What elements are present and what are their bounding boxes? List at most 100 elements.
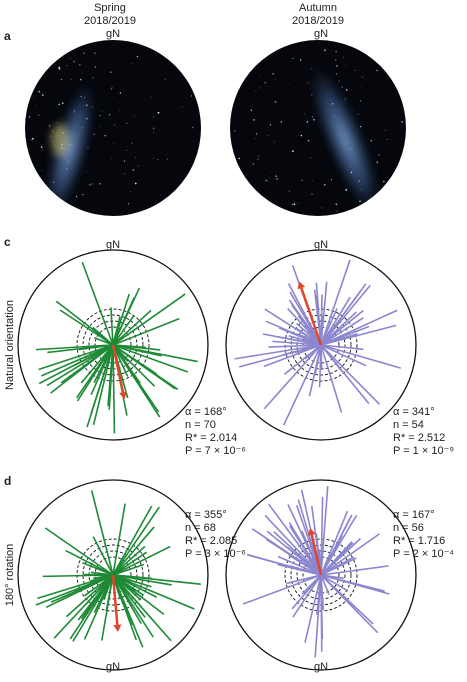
star bbox=[355, 70, 356, 71]
star bbox=[304, 114, 305, 115]
star bbox=[61, 144, 62, 145]
stat-n-label: n = 56 bbox=[393, 522, 424, 534]
star bbox=[359, 200, 361, 202]
star bbox=[255, 90, 257, 92]
star bbox=[38, 91, 40, 93]
star bbox=[111, 88, 112, 89]
star bbox=[69, 144, 70, 145]
star bbox=[61, 79, 62, 80]
panel-letter: d bbox=[4, 474, 11, 488]
star bbox=[302, 180, 303, 181]
star bbox=[80, 134, 81, 135]
star bbox=[164, 79, 166, 81]
star bbox=[342, 86, 343, 87]
star bbox=[82, 127, 83, 128]
star bbox=[135, 183, 137, 185]
bearing-line bbox=[321, 539, 360, 575]
star bbox=[376, 70, 377, 71]
mean-vector-head bbox=[113, 625, 121, 632]
star bbox=[86, 118, 88, 120]
star bbox=[113, 96, 114, 97]
star bbox=[264, 82, 266, 84]
column-years: 2018/2019 bbox=[292, 15, 344, 27]
bearing-line bbox=[113, 345, 114, 433]
star bbox=[291, 62, 292, 63]
star bbox=[311, 94, 312, 95]
star bbox=[66, 168, 67, 169]
star bbox=[92, 183, 94, 185]
column-season: Autumn bbox=[299, 2, 337, 14]
star bbox=[270, 172, 271, 173]
star bbox=[49, 125, 50, 126]
star bbox=[337, 211, 338, 212]
star bbox=[351, 172, 353, 174]
star bbox=[378, 154, 379, 155]
star bbox=[362, 76, 363, 77]
star bbox=[383, 181, 384, 182]
star bbox=[107, 108, 108, 109]
star bbox=[345, 189, 347, 191]
bearing-line bbox=[321, 345, 342, 372]
star bbox=[41, 170, 42, 171]
star bbox=[128, 203, 129, 204]
stat-R-label: R* = 2.512 bbox=[393, 432, 445, 444]
star bbox=[126, 150, 127, 151]
star bbox=[158, 112, 160, 114]
star bbox=[274, 141, 275, 142]
star bbox=[332, 123, 333, 124]
star bbox=[312, 116, 314, 118]
stat-alpha-label: α = 341° bbox=[393, 406, 435, 418]
stat-P-label: P = 7 × 10⁻⁶ bbox=[185, 445, 246, 457]
star bbox=[343, 57, 344, 58]
star bbox=[69, 58, 70, 59]
star bbox=[324, 184, 325, 185]
star bbox=[333, 170, 334, 171]
star bbox=[102, 111, 103, 112]
star bbox=[288, 84, 289, 85]
star bbox=[63, 132, 64, 133]
star bbox=[92, 107, 93, 108]
star bbox=[360, 100, 361, 101]
star bbox=[111, 87, 112, 88]
star bbox=[385, 146, 386, 147]
star bbox=[344, 100, 345, 101]
star bbox=[387, 139, 388, 140]
star bbox=[375, 103, 376, 104]
star bbox=[276, 201, 277, 202]
star bbox=[297, 203, 298, 204]
star bbox=[41, 146, 43, 148]
star bbox=[159, 194, 161, 196]
bearing-line bbox=[264, 345, 321, 409]
north-label: gN bbox=[314, 28, 328, 40]
stat-n-label: n = 70 bbox=[185, 419, 216, 431]
star bbox=[94, 53, 95, 54]
bearing-lines bbox=[243, 486, 389, 657]
star bbox=[50, 136, 51, 137]
star bbox=[370, 140, 371, 141]
star bbox=[92, 77, 93, 78]
star bbox=[99, 183, 101, 185]
stat-n-label: n = 54 bbox=[393, 419, 424, 431]
bearing-lines bbox=[234, 260, 400, 426]
star bbox=[132, 169, 134, 171]
star bbox=[70, 102, 71, 103]
star bbox=[33, 98, 34, 99]
star bbox=[99, 115, 100, 116]
stat-n-label: n = 68 bbox=[185, 522, 216, 534]
star bbox=[335, 51, 337, 53]
stat-R-label: R* = 1.716 bbox=[393, 535, 445, 547]
star bbox=[157, 159, 158, 160]
star bbox=[321, 207, 322, 208]
star bbox=[109, 114, 110, 115]
star bbox=[31, 139, 33, 141]
star bbox=[276, 178, 277, 179]
star bbox=[385, 130, 386, 131]
star bbox=[311, 193, 312, 194]
star bbox=[259, 87, 260, 88]
star bbox=[180, 107, 181, 108]
star bbox=[82, 194, 83, 195]
stat-R-label: R* = 2.014 bbox=[185, 432, 237, 444]
star bbox=[256, 133, 257, 134]
star bbox=[331, 179, 332, 180]
star bbox=[238, 158, 240, 160]
